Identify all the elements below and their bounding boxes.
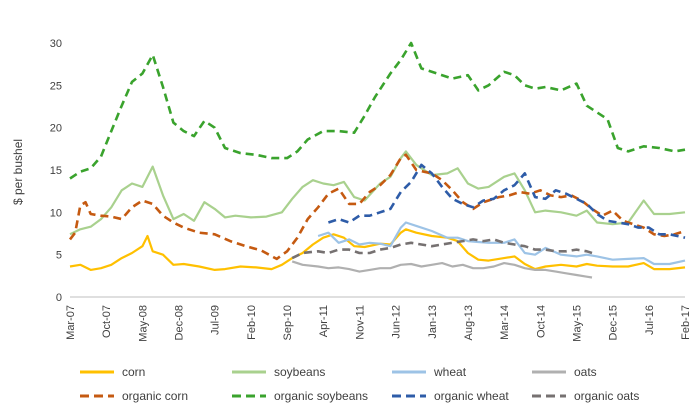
legend-label-organic-wheat: organic wheat — [434, 389, 509, 403]
y-axis-title-group: $ per bushel — [11, 139, 25, 205]
y-tick-label: 10 — [50, 207, 62, 219]
x-tick-label: Mar-14 — [499, 305, 511, 340]
series-line-organic-wheat — [327, 163, 686, 239]
x-tick-label: Nov-11 — [354, 305, 366, 340]
y-axis-title: $ per bushel — [11, 139, 25, 205]
x-tick-label: Feb-10 — [246, 305, 258, 340]
legend-label-wheat: wheat — [433, 365, 467, 379]
x-tick-label: Aug-13 — [463, 305, 475, 340]
y-tick-label: 0 — [56, 292, 62, 304]
y-tick-label: 5 — [56, 250, 62, 262]
series-line-oats — [291, 260, 593, 279]
x-tick-label: Oct-07 — [101, 305, 113, 338]
x-tick-label: Dec-15 — [608, 305, 620, 340]
legend: corn soybeans wheat oats organic corn organic… — [80, 365, 639, 403]
x-tick-label: Apr-11 — [318, 305, 330, 337]
legend-label-oats: oats — [574, 365, 597, 379]
series-line-organic-soybeans — [69, 41, 686, 180]
series-line-wheat — [317, 221, 686, 266]
series-line-organic-corn — [68, 153, 686, 261]
series-layer — [68, 41, 686, 279]
x-tick-label: Jun-12 — [391, 305, 403, 339]
x-tick-label: Sep-10 — [282, 305, 294, 340]
series-line-soybeans — [69, 150, 686, 236]
x-tick-label: Jul-09 — [210, 305, 222, 335]
x-tick-label: May-15 — [571, 305, 583, 342]
y-axis-ticks: 0 5 10 15 20 25 30 — [50, 38, 62, 304]
x-tick-label: May-08 — [137, 305, 149, 342]
x-tick-label: Mar-07 — [65, 305, 77, 340]
legend-label-corn: corn — [122, 365, 145, 379]
y-tick-label: 30 — [50, 38, 62, 50]
y-tick-label: 15 — [50, 165, 62, 177]
series-line-organic-oats — [291, 238, 593, 260]
y-tick-label: 20 — [50, 123, 62, 135]
x-tick-label: Feb-17 — [680, 305, 692, 340]
legend-label-organic-corn: organic corn — [122, 389, 188, 403]
x-tick-label: Jan-13 — [427, 305, 439, 339]
legend-label-organic-oats: organic oats — [574, 389, 639, 403]
x-tick-label: Dec-08 — [174, 305, 186, 340]
legend-label-organic-soybeans: organic soybeans — [274, 389, 368, 403]
series-line-corn — [69, 228, 686, 271]
legend-label-soybeans: soybeans — [274, 365, 325, 379]
x-tick-label: Oct-14 — [535, 305, 547, 338]
x-axis-ticks: Mar-07 Oct-07 May-08 Dec-08 Jul-09 Feb-10 Sep-… — [65, 305, 692, 342]
y-tick-label: 25 — [50, 80, 62, 92]
x-tick-label: Jul-16 — [644, 305, 656, 335]
